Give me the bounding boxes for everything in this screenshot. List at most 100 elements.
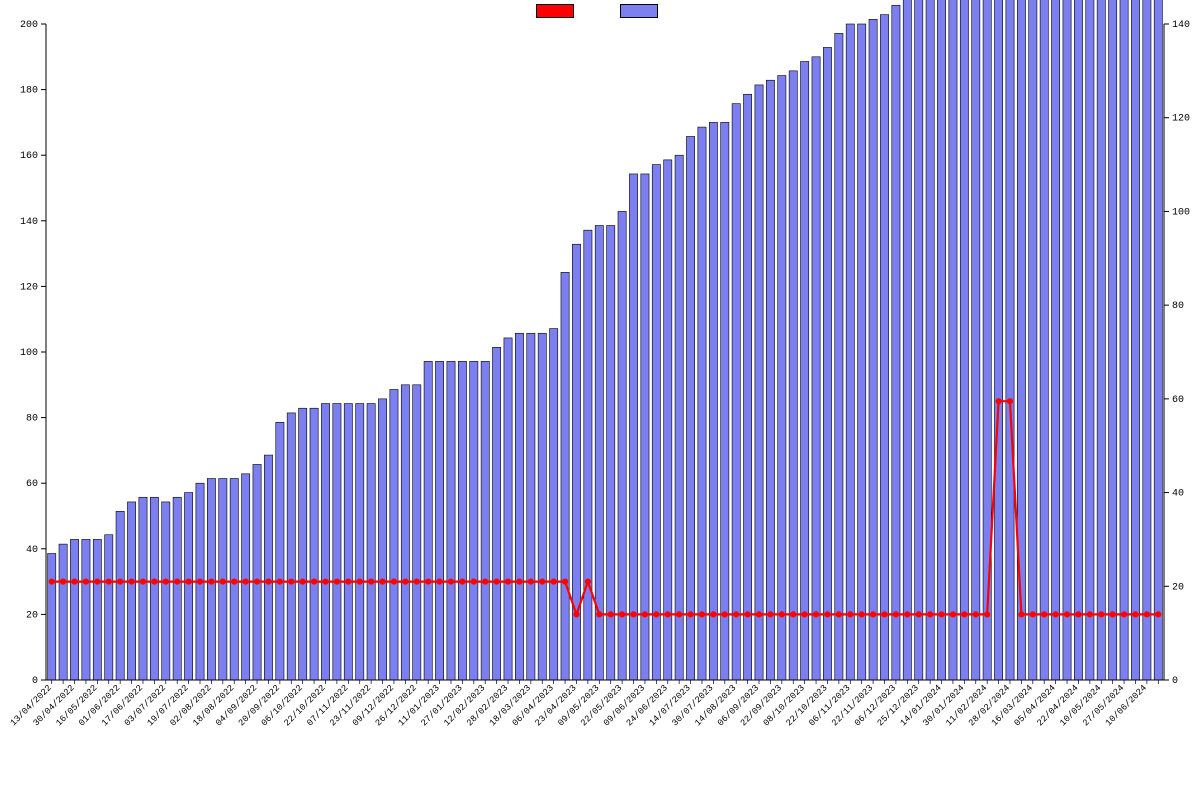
- line-marker: [882, 612, 887, 617]
- line-marker: [870, 612, 875, 617]
- bar: [869, 19, 877, 680]
- y-right-tick-label: 20: [1172, 582, 1184, 593]
- line-marker: [620, 612, 625, 617]
- line-marker: [665, 612, 670, 617]
- line-marker: [699, 612, 704, 617]
- bar: [835, 33, 843, 680]
- line-marker: [802, 612, 807, 617]
- bar: [127, 502, 135, 680]
- line-marker: [232, 579, 237, 584]
- bar: [242, 474, 250, 680]
- bar: [915, 0, 923, 680]
- y-left-tick-label: 100: [20, 348, 38, 359]
- bar: [641, 174, 649, 680]
- bar: [344, 404, 352, 680]
- bar: [504, 338, 512, 680]
- bar: [812, 57, 820, 680]
- bar: [515, 333, 523, 680]
- y-left-tick-label: 160: [20, 151, 38, 162]
- line-marker: [118, 579, 123, 584]
- line-marker: [311, 579, 316, 584]
- line-marker: [836, 612, 841, 617]
- bar: [1040, 0, 1048, 680]
- line-marker: [996, 399, 1001, 404]
- bar: [59, 544, 67, 680]
- bar: [70, 539, 78, 680]
- bar: [823, 47, 831, 680]
- line-marker: [220, 579, 225, 584]
- line-marker: [1030, 612, 1035, 617]
- legend-swatch-bar: [620, 4, 658, 18]
- line-marker: [1064, 612, 1069, 617]
- legend-swatch-line: [536, 4, 574, 18]
- bar: [926, 0, 934, 680]
- bar: [880, 15, 888, 680]
- line-marker: [597, 612, 602, 617]
- y-right-tick-label: 100: [1172, 207, 1190, 218]
- line-marker: [677, 612, 682, 617]
- bar: [892, 5, 900, 680]
- legend-item-2: [620, 4, 664, 18]
- line-marker: [711, 612, 716, 617]
- y-left-tick-label: 0: [32, 676, 38, 687]
- line-marker: [642, 612, 647, 617]
- line-marker: [608, 612, 613, 617]
- bar: [184, 493, 192, 680]
- line-marker: [1110, 612, 1115, 617]
- line-marker: [369, 579, 374, 584]
- bar: [652, 165, 660, 680]
- line-marker: [893, 612, 898, 617]
- bar: [1120, 0, 1128, 680]
- line-marker: [323, 579, 328, 584]
- bar: [618, 211, 626, 680]
- chart-container: 0204060801001201401601802000204060801001…: [0, 0, 1200, 800]
- bar: [493, 347, 501, 680]
- bar: [1029, 0, 1037, 680]
- bar: [105, 535, 113, 680]
- line-marker: [72, 579, 77, 584]
- line-marker: [289, 579, 294, 584]
- line-marker: [574, 612, 579, 617]
- line-marker: [562, 579, 567, 584]
- line-marker: [197, 579, 202, 584]
- bar: [709, 122, 717, 680]
- bar: [1131, 0, 1139, 680]
- bar: [972, 0, 980, 680]
- bar: [766, 80, 774, 680]
- y-left-tick-label: 140: [20, 217, 38, 228]
- line-marker: [528, 579, 533, 584]
- legend-item-1: [536, 4, 580, 18]
- bar: [435, 361, 443, 680]
- line-marker: [83, 579, 88, 584]
- bar: [162, 502, 170, 680]
- line-marker: [380, 579, 385, 584]
- y-left-tick-label: 60: [26, 479, 38, 490]
- line-marker: [848, 612, 853, 617]
- bar: [310, 408, 318, 680]
- line-marker: [414, 579, 419, 584]
- line-series: [52, 401, 1159, 614]
- line-marker: [950, 612, 955, 617]
- line-marker: [1156, 612, 1161, 617]
- line-marker: [734, 612, 739, 617]
- bar: [1086, 0, 1094, 680]
- line-marker: [1099, 612, 1104, 617]
- line-marker: [437, 579, 442, 584]
- line-marker: [1076, 612, 1081, 617]
- bar: [743, 94, 751, 680]
- line-marker: [859, 612, 864, 617]
- bar: [82, 539, 90, 680]
- line-marker: [688, 612, 693, 617]
- line-marker: [825, 612, 830, 617]
- bar: [789, 71, 797, 680]
- bar: [732, 104, 740, 680]
- line-marker: [186, 579, 191, 584]
- line-marker: [95, 579, 100, 584]
- y-left-tick-label: 200: [20, 20, 38, 31]
- bar: [116, 511, 124, 680]
- line-marker: [916, 612, 921, 617]
- bar: [470, 361, 478, 680]
- bar: [937, 0, 945, 680]
- bar: [846, 24, 854, 680]
- bar: [675, 155, 683, 680]
